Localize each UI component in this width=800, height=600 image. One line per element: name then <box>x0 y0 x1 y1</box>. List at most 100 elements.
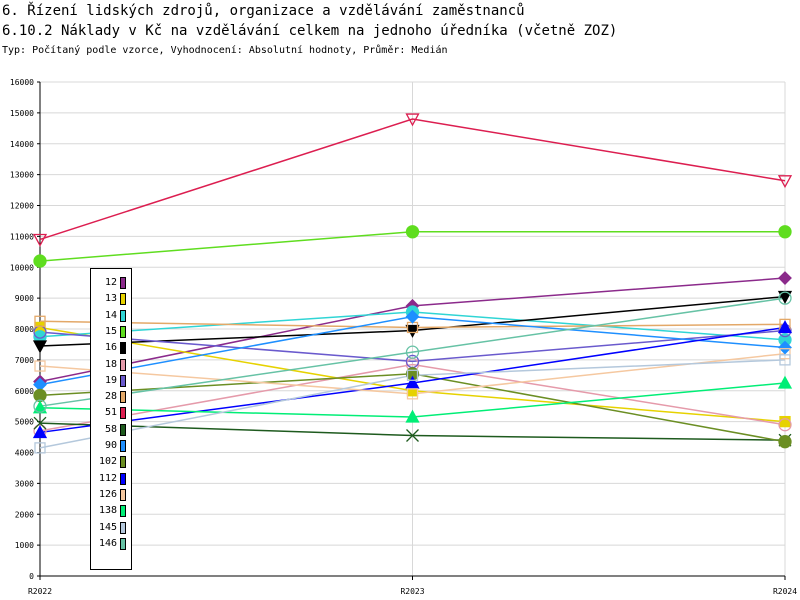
data-point-102 <box>778 435 792 449</box>
legend-item: 12 <box>91 275 131 291</box>
legend-item: 145 <box>91 520 131 536</box>
data-point-58 <box>33 416 47 430</box>
data-point-16 <box>32 340 48 354</box>
x-tick-label: R2023 <box>400 587 424 596</box>
data-point-15 <box>405 225 420 239</box>
legend-swatch <box>120 277 126 289</box>
data-point-112 <box>32 425 48 439</box>
y-tick-label: 0 <box>29 572 34 581</box>
x-tick-label: R2024 <box>773 587 797 596</box>
data-point-28 <box>34 315 46 327</box>
legend-swatch <box>120 537 126 550</box>
data-point-145 <box>34 442 46 454</box>
data-point-12 <box>778 271 792 285</box>
legend-swatch <box>120 505 126 518</box>
y-tick-label: 11000 <box>10 232 34 241</box>
series-markers <box>32 113 793 454</box>
y-tick-label: 10000 <box>10 263 34 272</box>
legend-item: 13 <box>91 291 131 307</box>
data-point-146 <box>405 345 420 359</box>
y-tick-label: 16000 <box>10 78 34 87</box>
legend-label: 16 <box>104 342 117 354</box>
data-point-145 <box>779 354 791 366</box>
legend-label: 13 <box>104 293 117 305</box>
legend-item: 102 <box>91 454 131 470</box>
data-point-90 <box>405 309 420 324</box>
data-point-112 <box>777 320 793 334</box>
y-tick-label: 12000 <box>10 202 34 211</box>
data-point-138 <box>405 409 420 423</box>
legend-label: 146 <box>98 537 117 549</box>
series-line-18 <box>39 363 786 432</box>
data-point-146 <box>778 291 792 305</box>
legend-item: 19 <box>91 373 131 389</box>
legend-label: 112 <box>98 472 117 484</box>
chart-subtitle: Typ: Počítaný podle vzorce, Vyhodnocení:… <box>2 45 448 56</box>
data-point-16 <box>405 324 420 338</box>
legend-label: 58 <box>104 423 117 435</box>
legend-item: 16 <box>91 340 131 356</box>
data-point-112 <box>405 375 420 389</box>
y-tick-label: 8000 <box>15 325 34 334</box>
legend-label: 19 <box>104 374 117 386</box>
chart-title-line2: 6.10.2 Náklady v Kč na vzdělávání celkem… <box>2 23 618 39</box>
data-point-138 <box>777 375 793 389</box>
legend-swatch <box>120 358 126 371</box>
data-point-90 <box>778 340 792 355</box>
legend-item: 146 <box>91 536 131 552</box>
data-point-18 <box>778 418 792 432</box>
legend-item: 15 <box>91 324 131 340</box>
y-tick-label: 9000 <box>15 294 34 303</box>
data-point-51 <box>32 233 48 247</box>
legend-label: 51 <box>104 407 117 419</box>
y-tick-label: 7000 <box>15 356 34 365</box>
legend-item: 28 <box>91 389 131 405</box>
legend-item: 138 <box>91 503 131 519</box>
legend-item: 18 <box>91 357 131 373</box>
legend-swatch <box>120 440 126 452</box>
legend-swatch <box>120 293 126 306</box>
data-point-58 <box>406 429 419 442</box>
legend-item: 90 <box>91 438 131 454</box>
y-tick-label: 14000 <box>10 140 34 149</box>
legend-label: 14 <box>104 309 117 321</box>
y-tick-label: 5000 <box>15 418 34 427</box>
y-tick-label: 13000 <box>10 171 34 180</box>
legend-label: 138 <box>98 505 117 517</box>
legend-label: 18 <box>104 358 117 370</box>
legend-swatch <box>120 521 126 534</box>
y-tick-label: 1000 <box>15 541 34 550</box>
tick-labels: 0 1000 2000 3000 4000 5000 6000 7000 8000 9000 100… <box>10 78 797 596</box>
chart-title-line1: 6. Řízení lidských zdrojů, organizace a … <box>2 3 525 19</box>
legend-swatch <box>120 342 126 355</box>
legend-label: 15 <box>104 325 117 337</box>
data-point-146 <box>33 399 47 413</box>
legend-swatch <box>120 407 126 420</box>
legend-swatch <box>120 391 126 404</box>
data-point-51 <box>405 113 420 127</box>
legend: 12 13 14 15 16 18 19 28 51 58 90 102 112 126 138 145 146 <box>90 268 132 570</box>
legend-swatch <box>120 423 126 436</box>
legend-label: 102 <box>98 456 117 468</box>
legend-swatch <box>120 456 126 469</box>
legend-label: 126 <box>98 488 117 500</box>
data-point-126 <box>406 388 419 400</box>
data-point-15 <box>778 225 792 239</box>
y-tick-label: 2000 <box>15 510 34 519</box>
legend-swatch <box>120 472 126 485</box>
legend-item: 58 <box>91 422 131 438</box>
legend-label: 28 <box>104 391 117 403</box>
legend-swatch <box>120 488 126 501</box>
legend-item: 51 <box>91 405 131 421</box>
y-tick-label: 3000 <box>15 479 34 488</box>
legend-item: 112 <box>91 471 131 487</box>
legend-label: 12 <box>104 277 117 288</box>
data-point-15 <box>33 254 47 268</box>
legend-item: 14 <box>91 308 131 324</box>
legend-swatch <box>120 309 126 322</box>
data-point-126 <box>779 348 791 360</box>
legend-swatch <box>120 374 126 387</box>
legend-label: 90 <box>104 440 117 451</box>
legend-swatch <box>120 325 126 338</box>
